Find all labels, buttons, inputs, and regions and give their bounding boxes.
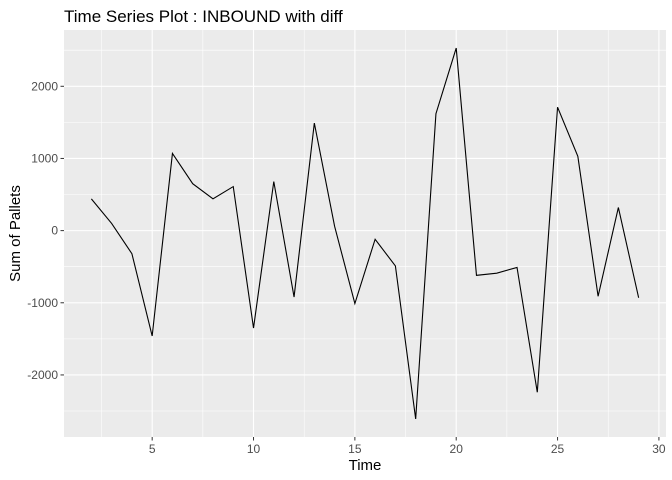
x-tick-label: 5 (149, 442, 156, 456)
chart-title: Time Series Plot : INBOUND with diff (64, 7, 343, 26)
y-tick-label: 2000 (31, 79, 58, 93)
series-line (90, 47, 640, 420)
y-tick-label: 0 (51, 224, 58, 238)
y-tick-label: -2000 (27, 368, 58, 382)
x-tick-label: 15 (348, 442, 362, 456)
x-tick-label: 20 (450, 442, 464, 456)
y-axis-ticks: -2000 -1000 0 1000 2000 (27, 79, 64, 382)
major-gridlines (64, 30, 666, 437)
y-axis-title: Sum of Pallets (7, 185, 24, 282)
x-tick-label: 10 (247, 442, 261, 456)
x-axis-ticks: 5 10 15 20 25 30 (149, 437, 666, 456)
y-tick-label: 1000 (31, 151, 58, 165)
x-tick-label: 25 (551, 442, 565, 456)
x-tick-label: 30 (652, 442, 666, 456)
x-axis-title: Time (349, 457, 382, 474)
minor-gridlines (64, 30, 666, 437)
y-tick-label: -1000 (27, 296, 58, 310)
plot-panel (64, 30, 666, 437)
